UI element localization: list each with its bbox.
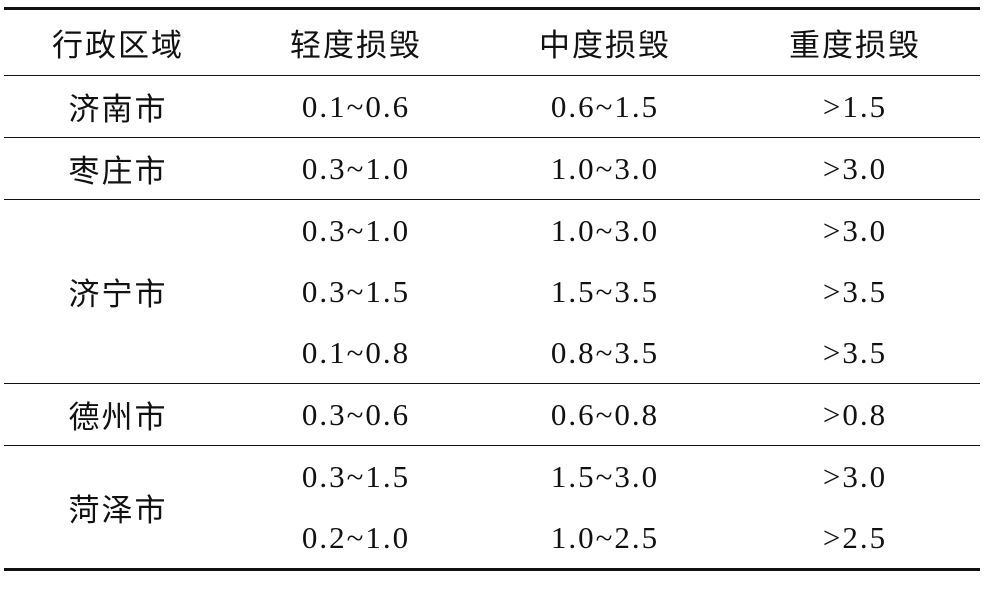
table-container: 行政区域 轻度损毁 中度损毁 重度损毁 济南市 0.1~0.6 0.6~1.5 >1.5 枣庄…	[4, 7, 980, 571]
data-table: 行政区域 轻度损毁 中度损毁 重度损毁 济南市 0.1~0.6 0.6~1.5 >1.5 枣庄…	[4, 7, 980, 571]
value-cell: 0.8~3.5	[550, 334, 660, 370]
value-cell: 0.3~1.5	[301, 273, 411, 309]
value-cell: 0.1~0.6	[301, 88, 411, 124]
value-cell: >3.5	[822, 334, 888, 370]
row-group: 济宁市 0.3~1.0 1.0~3.0 >3.0 0.3~1.5 1.5~3.5 >3.5 0…	[4, 200, 980, 384]
value-cell: >0.8	[822, 396, 888, 432]
header-cell: 行政区域	[52, 28, 184, 63]
value-cell: 0.6~0.8	[550, 396, 660, 432]
value-cell: 1.5~3.0	[550, 458, 660, 494]
value-cell: 0.6~1.5	[550, 88, 660, 124]
table-row: 济南市 0.1~0.6 0.6~1.5 >1.5	[4, 76, 980, 138]
value-cell: >2.5	[822, 519, 888, 555]
table-row: 菏泽市 0.3~1.5 1.5~3.0 >3.0	[4, 446, 980, 528]
value-cell: 0.3~1.0	[301, 150, 411, 186]
region-cell: 济宁市	[68, 277, 168, 312]
value-cell: 1.0~3.0	[550, 150, 660, 186]
value-cell: >3.0	[822, 458, 888, 494]
header-cell: 重度损毁	[789, 28, 921, 63]
table-row: 0.2~1.0 1.0~2.5 >2.5	[4, 507, 980, 570]
table-row: 0.1~0.8 0.8~3.5 >3.5	[4, 322, 980, 384]
table-row: 0.3~1.5 1.5~3.5 >3.5	[4, 261, 980, 322]
value-cell: 0.1~0.8	[301, 334, 411, 370]
table-row: 枣庄市 0.3~1.0 1.0~3.0 >3.0	[4, 138, 980, 200]
value-cell: 0.2~1.0	[301, 519, 411, 555]
region-cell: 济南市	[68, 92, 168, 127]
region-cell: 枣庄市	[68, 154, 168, 189]
value-cell: >1.5	[822, 88, 888, 124]
row-group: 菏泽市 0.3~1.5 1.5~3.0 >3.0 0.2~1.0 1.0~2.5 >2.5	[4, 446, 980, 570]
value-cell: 1.0~2.5	[550, 519, 660, 555]
row-group: 德州市 0.3~0.6 0.6~0.8 >0.8	[4, 384, 980, 446]
value-cell: 0.3~0.6	[301, 396, 411, 432]
row-group: 济南市 0.1~0.6 0.6~1.5 >1.5	[4, 76, 980, 138]
table-row: 德州市 0.3~0.6 0.6~0.8 >0.8	[4, 384, 980, 446]
value-cell: 1.0~3.0	[550, 212, 660, 248]
table-row: 济宁市 0.3~1.0 1.0~3.0 >3.0	[4, 200, 980, 313]
value-cell: >3.0	[822, 150, 888, 186]
value-cell: >3.5	[822, 273, 888, 309]
region-cell: 德州市	[68, 400, 168, 435]
value-cell: 0.3~1.5	[301, 458, 411, 494]
header-cell: 轻度损毁	[290, 28, 422, 63]
region-cell: 菏泽市	[68, 492, 168, 528]
value-cell: 0.3~1.0	[301, 212, 411, 248]
value-cell: >3.0	[822, 212, 888, 248]
header-cell: 中度损毁	[539, 28, 671, 63]
header-row: 行政区域 轻度损毁 中度损毁 重度损毁	[4, 8, 980, 76]
value-cell: 1.5~3.5	[550, 273, 660, 309]
row-group: 枣庄市 0.3~1.0 1.0~3.0 >3.0	[4, 138, 980, 200]
